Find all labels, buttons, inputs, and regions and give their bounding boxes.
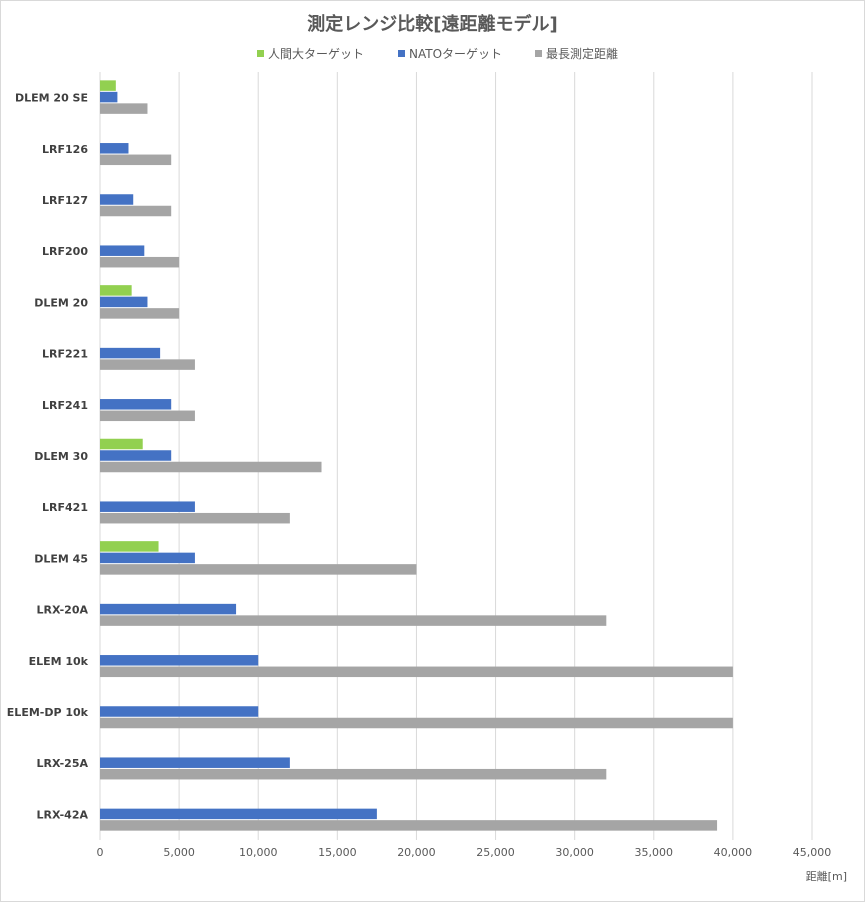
category-label: LRX-20A xyxy=(37,604,89,617)
category-label: LRX-25A xyxy=(37,757,89,770)
bar xyxy=(100,438,143,450)
bar xyxy=(100,717,733,729)
bar xyxy=(100,103,148,114)
x-axis-unit-label: 距離[m] xyxy=(805,870,847,883)
bar xyxy=(100,308,180,319)
bar xyxy=(100,91,118,103)
bar xyxy=(100,768,607,780)
category-label: LRF126 xyxy=(42,143,88,156)
bar xyxy=(100,143,129,154)
category-label: LRF127 xyxy=(42,194,88,207)
bar xyxy=(100,655,259,666)
bar xyxy=(100,410,195,422)
x-tick-label: 20,000 xyxy=(397,846,436,859)
bar xyxy=(100,603,237,615)
bar xyxy=(100,461,322,473)
bar xyxy=(100,501,195,512)
category-label: LRF241 xyxy=(42,399,88,412)
category-label: LRX-42A xyxy=(37,808,89,821)
category-label: LRF421 xyxy=(42,501,88,514)
legend-label-max: 最長測定距離 xyxy=(546,47,619,61)
bar xyxy=(100,552,195,564)
category-label: DLEM 20 SE xyxy=(15,92,88,105)
bar xyxy=(100,666,733,678)
bar xyxy=(100,245,145,256)
category-label: LRF221 xyxy=(42,348,88,361)
legend-label-human: 人間大ターゲット xyxy=(268,47,365,61)
bar xyxy=(100,399,172,410)
legend-item-nato: NATOターゲット xyxy=(398,45,502,62)
x-tick-label: 0 xyxy=(97,846,104,859)
x-tick-label: 35,000 xyxy=(635,846,674,859)
bar xyxy=(100,285,132,296)
category-label: DLEM 30 xyxy=(34,450,88,463)
category-label: ELEM 10k xyxy=(29,655,89,668)
category-label: DLEM 45 xyxy=(34,552,88,565)
bar xyxy=(100,80,116,91)
chart-title: 測定レンジ比較[遠距離モデル] xyxy=(307,14,558,35)
legend: 人間大ターゲット NATOターゲット 最長測定距離 xyxy=(0,45,865,63)
bar xyxy=(100,154,172,166)
legend-item-human: 人間大ターゲット xyxy=(257,45,364,62)
bar xyxy=(100,256,180,268)
x-tick-label: 45,000 xyxy=(793,846,832,859)
x-tick-label: 5,000 xyxy=(163,846,195,859)
bar xyxy=(100,564,417,575)
bar xyxy=(100,706,259,717)
bar xyxy=(100,194,134,205)
bar xyxy=(100,541,159,552)
x-tick-label: 25,000 xyxy=(476,846,515,859)
category-label: DLEM 20 xyxy=(34,296,88,309)
legend-item-max: 最長測定距離 xyxy=(535,45,618,62)
x-tick-label: 15,000 xyxy=(318,846,357,859)
x-tick-label: 10,000 xyxy=(239,846,278,859)
bar xyxy=(100,359,195,370)
bar xyxy=(100,615,607,626)
bar xyxy=(100,296,148,308)
legend-swatch-max xyxy=(535,50,542,57)
category-label: LRF200 xyxy=(42,245,88,258)
legend-label-nato: NATOターゲット xyxy=(409,47,503,61)
bar xyxy=(100,757,290,768)
x-tick-label: 30,000 xyxy=(555,846,594,859)
bar xyxy=(100,450,172,461)
x-tick-label: 40,000 xyxy=(714,846,753,859)
legend-swatch-human xyxy=(257,50,264,57)
category-label: ELEM-DP 10k xyxy=(7,706,89,719)
bar xyxy=(100,205,172,217)
legend-swatch-nato xyxy=(398,50,405,57)
bar xyxy=(100,512,290,524)
bar xyxy=(100,808,377,820)
bar xyxy=(100,820,718,831)
bar xyxy=(100,347,161,359)
